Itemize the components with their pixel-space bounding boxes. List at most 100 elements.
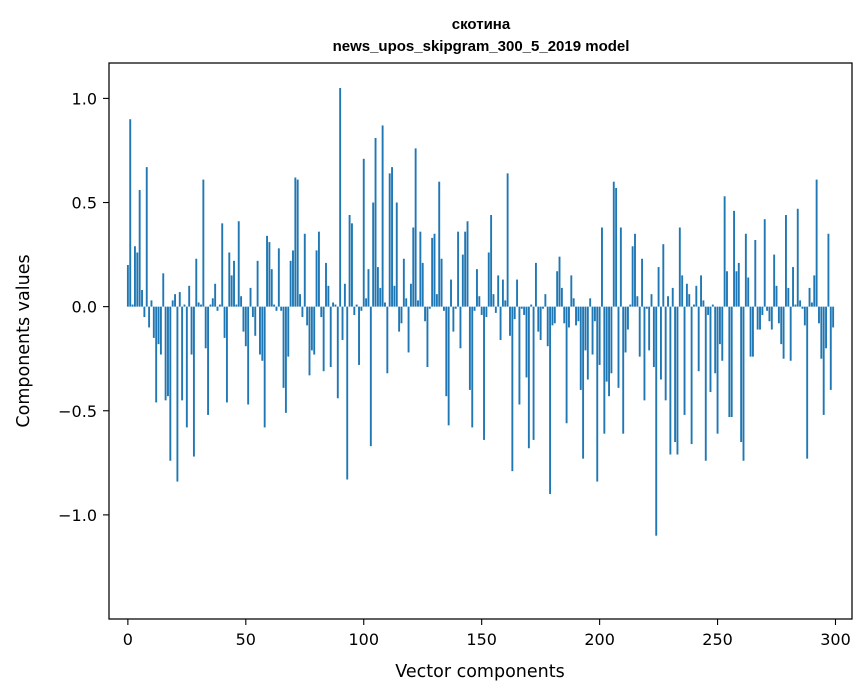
bar: [796, 208, 799, 307]
bar: [433, 233, 436, 307]
chart-subtitle: news_upos_skipgram_300_5_2019 model: [333, 38, 630, 55]
bar: [582, 306, 585, 459]
bar: [457, 231, 460, 307]
bar: [829, 306, 832, 390]
bar: [612, 181, 615, 307]
bar: [221, 223, 224, 307]
bar: [801, 306, 804, 309]
bar: [150, 300, 153, 307]
bar: [230, 275, 233, 307]
bar: [669, 306, 672, 455]
bar: [346, 306, 349, 480]
bar: [157, 306, 160, 345]
bar: [391, 167, 393, 307]
bar: [813, 275, 816, 307]
bar: [263, 306, 266, 428]
bar: [412, 227, 415, 307]
bar: [440, 258, 443, 307]
bar: [400, 306, 403, 324]
bar: [275, 306, 278, 311]
bar: [726, 271, 728, 307]
bar: [815, 179, 818, 307]
bar: [374, 137, 377, 307]
bar: [435, 294, 438, 307]
bar: [438, 181, 441, 307]
bar: [506, 173, 509, 307]
bar: [641, 258, 644, 307]
bar: [259, 306, 261, 355]
x-tick-label: 100: [348, 630, 379, 649]
bar: [183, 304, 186, 307]
bar: [308, 306, 311, 376]
bar: [749, 306, 752, 357]
bar: [296, 179, 299, 307]
bar: [152, 306, 155, 338]
bar: [459, 306, 462, 349]
bar: [190, 306, 193, 355]
bar: [775, 285, 778, 307]
bar: [629, 304, 632, 307]
bar: [270, 269, 273, 307]
y-tick-label: 1.0: [72, 89, 97, 108]
bar: [287, 306, 290, 357]
bar: [657, 267, 660, 307]
x-tick-label: 150: [466, 630, 497, 649]
bar: [803, 306, 806, 326]
bar: [652, 306, 655, 368]
bar: [643, 306, 646, 401]
bar: [648, 306, 651, 351]
bar: [693, 304, 695, 307]
bar: [452, 306, 455, 332]
bar: [273, 304, 276, 307]
bar: [744, 233, 747, 307]
bar: [610, 306, 613, 374]
bar: [332, 302, 335, 307]
bar: [806, 306, 809, 459]
bar: [655, 306, 658, 536]
bar: [716, 306, 719, 434]
bar: [131, 304, 134, 307]
bar: [747, 277, 750, 307]
bar: [409, 283, 412, 307]
bar: [667, 296, 669, 307]
bar: [129, 119, 132, 307]
bar: [464, 231, 467, 307]
bar: [336, 306, 339, 399]
bar: [284, 306, 287, 413]
bar: [721, 306, 724, 361]
bar: [808, 287, 811, 307]
bar: [626, 306, 629, 330]
bar: [504, 300, 507, 307]
bar: [351, 223, 353, 307]
bar: [303, 233, 306, 307]
bar: [551, 306, 554, 326]
bar: [138, 190, 141, 307]
bar: [575, 306, 577, 326]
bar: [301, 306, 304, 318]
x-tick-label: 0: [123, 630, 133, 649]
bar: [751, 306, 754, 357]
bar: [650, 294, 653, 307]
bar: [228, 252, 231, 307]
bar: [362, 158, 365, 307]
bar: [277, 248, 280, 307]
bar: [530, 304, 533, 307]
bar: [322, 306, 325, 372]
bar: [619, 227, 622, 307]
bar: [624, 306, 627, 353]
bar: [709, 306, 712, 393]
bar: [204, 306, 207, 349]
bar: [393, 285, 396, 307]
bar: [162, 273, 165, 307]
bar: [261, 306, 264, 361]
bar: [511, 306, 514, 472]
bar: [544, 294, 547, 307]
bar: [450, 279, 452, 307]
bar: [601, 227, 603, 307]
bar: [664, 306, 667, 401]
bar: [417, 300, 419, 307]
bar: [516, 279, 519, 307]
bar: [381, 125, 384, 307]
bar: [820, 306, 823, 359]
bar: [343, 283, 346, 307]
